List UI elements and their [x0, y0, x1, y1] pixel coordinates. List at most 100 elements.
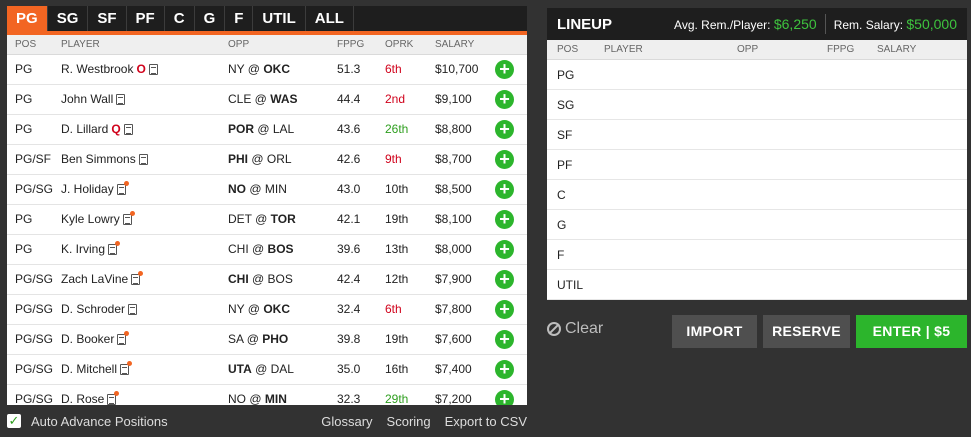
- player-row[interactable]: PG/SG J. Holiday NO @ MIN 43.0 10th $8,500 +: [7, 175, 527, 205]
- player-name[interactable]: D. Rose: [61, 392, 105, 405]
- news-icon[interactable]: [122, 211, 135, 225]
- news-icon[interactable]: [117, 331, 130, 345]
- player-oprk: 19th: [385, 212, 409, 226]
- player-name[interactable]: Kyle Lowry: [61, 212, 120, 226]
- news-icon[interactable]: [116, 94, 126, 105]
- player-name[interactable]: Ben Simmons: [61, 152, 136, 166]
- lineup-slots: PG SG SF PF C G F UTIL: [547, 60, 967, 300]
- tab-c[interactable]: C: [165, 6, 195, 31]
- avg-value: $6,250: [773, 16, 817, 32]
- clear-button[interactable]: Clear: [547, 320, 603, 338]
- import-button[interactable]: IMPORT: [672, 315, 757, 348]
- news-icon[interactable]: [123, 124, 133, 135]
- add-player-icon[interactable]: +: [495, 60, 514, 79]
- add-player-icon[interactable]: +: [495, 390, 514, 405]
- lineup-slot-sg[interactable]: SG: [547, 90, 967, 120]
- lineup-slot-c[interactable]: C: [547, 180, 967, 210]
- player-cell: J. Holiday: [61, 175, 228, 204]
- news-icon[interactable]: [148, 64, 158, 75]
- news-icon[interactable]: [107, 391, 120, 405]
- lineup-slot-pg[interactable]: PG: [547, 60, 967, 90]
- player-pos: PG/SG: [15, 182, 54, 196]
- tab-sg[interactable]: SG: [48, 6, 89, 31]
- enter-button[interactable]: ENTER | $5: [856, 315, 967, 348]
- player-name[interactable]: D. Booker: [61, 332, 115, 346]
- at-separator: @: [243, 332, 263, 346]
- player-cell: D. Booker: [61, 325, 228, 354]
- player-cell: K. Irving: [61, 235, 228, 264]
- news-icon[interactable]: [120, 361, 133, 375]
- add-player-icon[interactable]: +: [495, 240, 514, 259]
- news-icon[interactable]: [131, 271, 144, 285]
- add-player-icon[interactable]: +: [495, 270, 514, 289]
- player-name[interactable]: J. Holiday: [61, 182, 114, 196]
- tab-util[interactable]: UTIL: [253, 6, 306, 31]
- player-row[interactable]: PG Kyle Lowry DET @ TOR 42.1 19th $8,100 +: [7, 205, 527, 235]
- tab-g[interactable]: G: [195, 6, 226, 31]
- player-name[interactable]: D. Mitchell: [61, 362, 118, 376]
- lineup-slot-util[interactable]: UTIL: [547, 270, 967, 300]
- add-player-icon[interactable]: +: [495, 180, 514, 199]
- scoring-link[interactable]: Scoring: [386, 413, 431, 429]
- auto-advance-label[interactable]: Auto Advance Positions: [31, 413, 168, 429]
- lineup-slot-g[interactable]: G: [547, 210, 967, 240]
- player-row[interactable]: PG/SF Ben Simmons PHI @ ORL 42.6 9th $8,700 +: [7, 145, 527, 175]
- player-oprk: 16th: [385, 362, 409, 376]
- lineup-slot-f[interactable]: F: [547, 240, 967, 270]
- player-cell: John Wall: [61, 85, 228, 114]
- player-name[interactable]: K. Irving: [61, 242, 106, 256]
- news-icon[interactable]: [138, 154, 148, 165]
- player-row[interactable]: PG K. Irving CHI @ BOS 39.6 13th $8,000 +: [7, 235, 527, 265]
- lineup-slot-sf[interactable]: SF: [547, 120, 967, 150]
- player-row[interactable]: PG/SG D. Mitchell UTA @ DAL 35.0 16th $7,400 +: [7, 355, 527, 385]
- avg-label: Avg. Rem./Player:: [674, 18, 771, 32]
- player-row[interactable]: PG R. Westbrook O NY @ OKC 51.3 6th $10,700 +: [7, 55, 527, 85]
- player-row[interactable]: PG/SG Zach LaVine CHI @ BOS 42.4 12th $7,900 +: [7, 265, 527, 295]
- add-player-icon[interactable]: +: [495, 300, 514, 319]
- add-player-icon[interactable]: +: [495, 360, 514, 379]
- slot-pos: UTIL: [557, 278, 584, 292]
- away-team: CHI: [228, 272, 249, 286]
- at-separator: @: [248, 152, 267, 166]
- auto-advance-checkbox[interactable]: ✓: [7, 413, 21, 428]
- tab-pg[interactable]: PG: [7, 6, 48, 31]
- add-player-icon[interactable]: +: [495, 120, 514, 139]
- news-icon[interactable]: [128, 304, 138, 315]
- tab-f[interactable]: F: [225, 6, 254, 31]
- lineup-slot-pf[interactable]: PF: [547, 150, 967, 180]
- at-separator: @: [251, 362, 271, 376]
- player-name[interactable]: R. Westbrook: [61, 62, 134, 76]
- player-row[interactable]: PG/SG D. Rose NO @ MIN 32.3 29th $7,200 +: [7, 385, 527, 405]
- home-team: OKC: [263, 62, 290, 76]
- player-name[interactable]: Zach LaVine: [61, 272, 129, 286]
- tab-sf[interactable]: SF: [88, 6, 127, 31]
- home-team: OKC: [263, 302, 290, 316]
- add-player-icon[interactable]: +: [495, 150, 514, 169]
- add-player-icon[interactable]: +: [495, 210, 514, 229]
- player-row[interactable]: PG/SG D. Schroder NY @ OKC 32.4 6th $7,800 +: [7, 295, 527, 325]
- pool-table-header: POS PLAYER OPP FPPG OPRK SALARY: [7, 35, 527, 55]
- add-player-icon[interactable]: +: [495, 330, 514, 349]
- news-icon[interactable]: [108, 241, 121, 255]
- glossary-link[interactable]: Glossary: [321, 413, 373, 429]
- slot-pos: SG: [557, 98, 575, 112]
- tab-pf[interactable]: PF: [127, 6, 165, 31]
- export-csv-link[interactable]: Export to CSV: [444, 413, 527, 429]
- player-row[interactable]: PG/SG D. Booker SA @ PHO 39.8 19th $7,600 +: [7, 325, 527, 355]
- matchup: NY @ OKC: [228, 55, 337, 84]
- player-oprk: 13th: [385, 242, 409, 256]
- add-cell: +: [495, 175, 527, 204]
- lineup-col-salary: SALARY: [877, 44, 917, 55]
- player-name[interactable]: John Wall: [61, 92, 114, 106]
- player-pos: PG: [15, 212, 33, 226]
- player-fppg: 35.0: [337, 362, 361, 376]
- news-icon[interactable]: [116, 181, 129, 195]
- add-player-icon[interactable]: +: [495, 90, 514, 109]
- player-name[interactable]: D. Schroder: [61, 302, 126, 316]
- reserve-button[interactable]: RESERVE: [763, 315, 850, 348]
- player-row[interactable]: PG John Wall CLE @ WAS 44.4 2nd $9,100 +: [7, 85, 527, 115]
- player-row[interactable]: PG D. Lillard Q POR @ LAL 43.6 26th $8,800 +: [7, 115, 527, 145]
- slot-pos: PG: [557, 68, 575, 82]
- tab-all[interactable]: ALL: [306, 6, 354, 31]
- player-name[interactable]: D. Lillard: [61, 122, 109, 136]
